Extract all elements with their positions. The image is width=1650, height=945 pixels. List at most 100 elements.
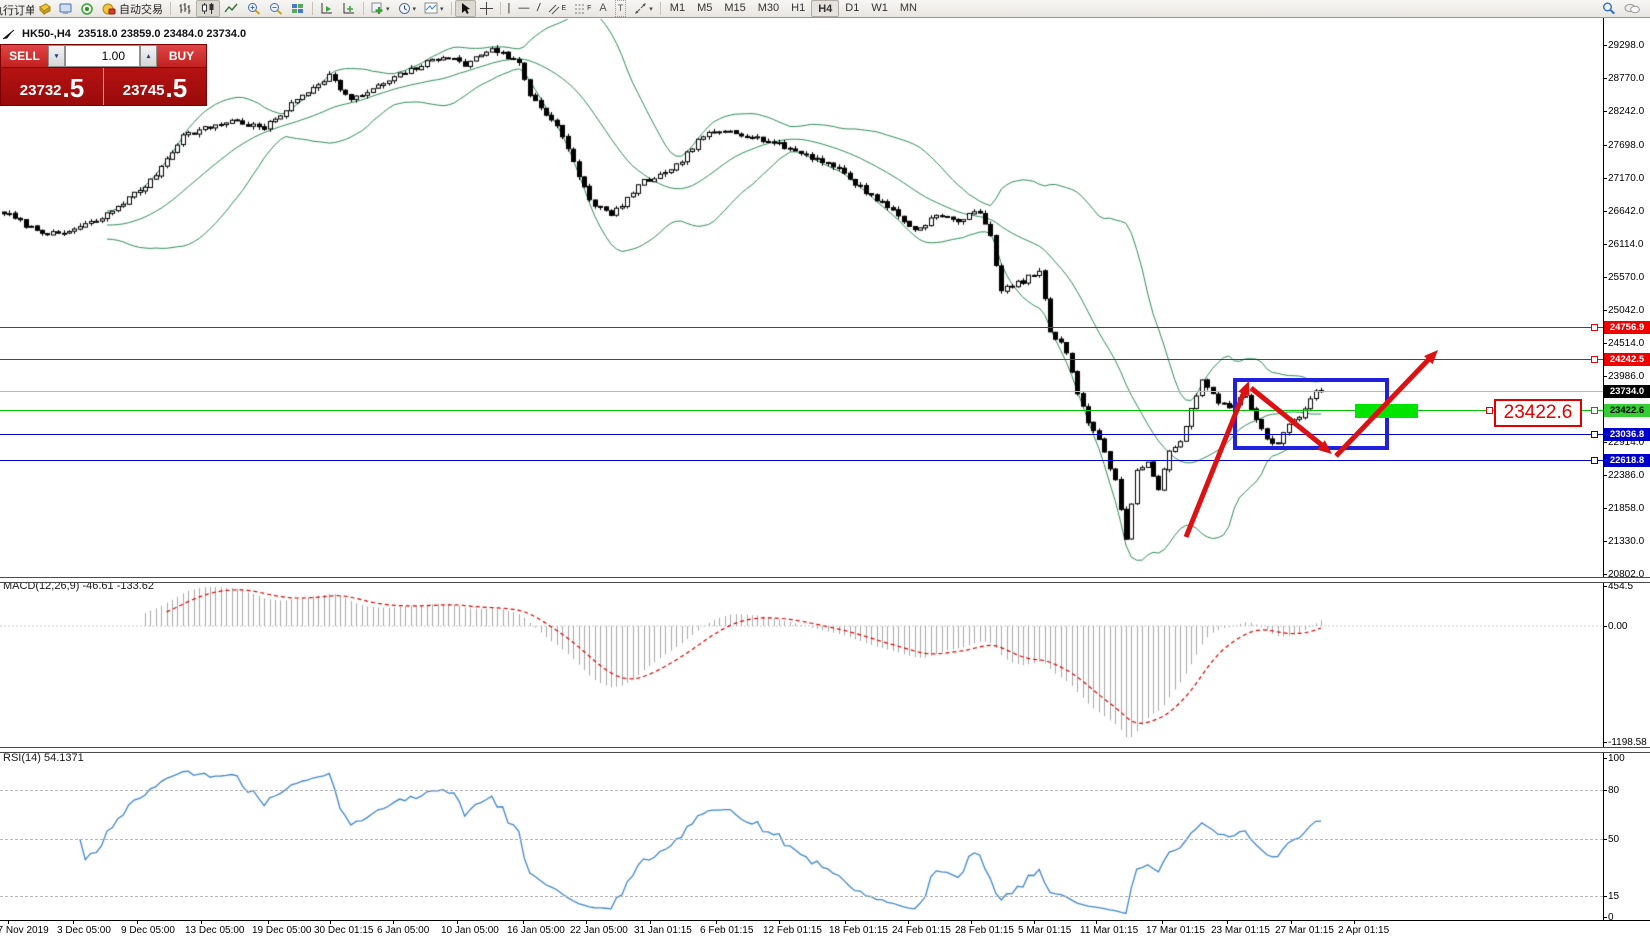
text-tool[interactable]: A — [595, 1, 610, 16]
line-handle[interactable] — [1591, 356, 1598, 363]
time-label: 18 Feb 01:15 — [829, 925, 888, 936]
timeframe-M15[interactable]: M15 — [724, 1, 746, 14]
time-tick — [716, 920, 717, 924]
time-label: 28 Feb 01:15 — [955, 925, 1014, 936]
level-line-23422.6[interactable] — [0, 410, 1603, 411]
price-tick-label: 25570.0 — [1608, 272, 1645, 283]
terminal-button[interactable] — [55, 1, 77, 16]
time-tick — [1354, 920, 1355, 924]
level-line-23734.0[interactable] — [0, 391, 1603, 392]
chevron-down-icon[interactable]: ▾ — [386, 5, 390, 13]
cursor-tool[interactable] — [454, 0, 476, 17]
tile-windows-button[interactable] — [287, 1, 309, 16]
buy-price[interactable]: 23745 .5 — [103, 68, 206, 105]
search-button[interactable] — [1598, 1, 1620, 16]
time-tick — [845, 920, 846, 924]
time-label: 6 Feb 01:15 — [700, 925, 754, 936]
timeframe-MN[interactable]: MN — [899, 1, 917, 14]
time-label: 17 Mar 01:15 — [1146, 925, 1205, 936]
crosshair-icon — [479, 2, 493, 15]
channel-icon — [549, 4, 560, 14]
volume-input[interactable]: 1.00 — [65, 45, 140, 67]
divider — [659, 2, 661, 15]
chevron-down-icon[interactable]: ▾ — [412, 5, 417, 13]
callout-handle[interactable] — [1486, 407, 1493, 414]
indicator-tick-mark — [1603, 758, 1607, 759]
autotrade-icon — [102, 3, 116, 14]
channel-letter: E — [561, 5, 567, 12]
shapes-tool[interactable]: ▾ — [630, 1, 657, 16]
indicator-tick-mark — [1603, 742, 1607, 743]
time-label: 9 Dec 05:00 — [121, 925, 175, 936]
sell-price[interactable]: 23732 .5 — [1, 68, 103, 105]
chevron-down-icon[interactable]: ▾ — [649, 5, 653, 13]
line-handle[interactable] — [1591, 324, 1598, 331]
chart-add-button[interactable] — [338, 1, 360, 16]
timeframe-M1[interactable]: M1 — [669, 1, 686, 14]
timeframe-M30[interactable]: M30 — [757, 1, 780, 14]
new-order-button[interactable]: 执行订单 — [0, 1, 34, 16]
price-tick-label: 26114.0 — [1608, 239, 1644, 250]
signal-button[interactable] — [77, 1, 98, 16]
line-handle[interactable] — [1591, 407, 1598, 414]
line-chart-button[interactable] — [220, 1, 243, 16]
price-badge-23036.8: 23036.8 — [1604, 428, 1650, 441]
zoom-in-button[interactable] — [243, 1, 265, 16]
price-tick-mark — [1603, 442, 1607, 443]
timeframe-M5[interactable]: M5 — [697, 1, 713, 14]
price-tick-mark — [1603, 78, 1607, 79]
candlestick-chart-button[interactable] — [196, 0, 220, 17]
sell-button[interactable]: SELL — [1, 45, 48, 67]
horizontal-line-tool[interactable]: — — [514, 1, 533, 16]
timeframe-H1[interactable]: H1 — [791, 1, 806, 14]
buy-price-frac: .5 — [165, 73, 188, 103]
indicator-tick-label: -1198.58 — [1608, 737, 1647, 748]
fibonacci-tool[interactable]: F — [570, 1, 595, 16]
volume-increase-button[interactable]: ▴ — [140, 45, 157, 67]
price-badge-23422.6: 23422.6 — [1604, 404, 1650, 417]
text-label-tool[interactable]: T — [611, 0, 631, 17]
time-label: 27 Nov 2019 — [0, 925, 49, 936]
level-line-23036.8[interactable] — [0, 434, 1603, 435]
entry-zone-highlight[interactable] — [1355, 404, 1418, 418]
time-tick — [1227, 920, 1228, 924]
trendline-tool[interactable]: / — [533, 1, 544, 16]
price-tick-mark — [1603, 244, 1607, 245]
level-line-24242.5[interactable] — [0, 359, 1603, 360]
autotrade-label: 自动交易 — [119, 3, 163, 16]
level-line-22618.8[interactable] — [0, 460, 1603, 461]
price-tick-label: 28770.0 — [1608, 73, 1645, 84]
vertical-line-tool[interactable]: | — [504, 1, 515, 16]
line-handle[interactable] — [1591, 431, 1598, 438]
channel-tool[interactable]: E — [544, 1, 570, 16]
chat-button[interactable] — [1620, 1, 1644, 16]
fibonacci-icon — [575, 4, 586, 13]
buy-button[interactable]: BUY — [157, 45, 206, 67]
period-button[interactable]: ▾ — [394, 1, 421, 16]
new-chart-button[interactable]: ▾ — [367, 1, 394, 16]
crosshair-tool[interactable] — [476, 1, 497, 16]
chevron-down-icon[interactable]: ▾ — [440, 5, 444, 13]
price-callout-label[interactable]: 23422.6 — [1494, 399, 1582, 427]
timeframe-H4[interactable]: H4 — [811, 0, 840, 17]
time-tick — [1162, 920, 1163, 924]
bar-chart-button[interactable] — [174, 1, 196, 16]
zoom-out-button[interactable] — [265, 1, 287, 16]
timeframe-D1[interactable]: D1 — [845, 1, 860, 14]
price-axis-line — [1603, 18, 1604, 920]
time-tick — [457, 920, 458, 924]
indicator-tick-label: 100 — [1608, 753, 1625, 764]
autotrade-button[interactable]: 自动交易 — [98, 1, 167, 16]
timeframe-W1[interactable]: W1 — [871, 1, 888, 14]
volume-decrease-button[interactable]: ▾ — [48, 45, 65, 67]
indicators-button[interactable]: ▾ — [420, 1, 448, 16]
order-box-icon[interactable] — [34, 1, 55, 16]
time-tick — [1096, 920, 1097, 924]
line-handle[interactable] — [1591, 457, 1598, 464]
chart-profile-button[interactable] — [316, 1, 338, 16]
level-line-24756.9[interactable] — [0, 327, 1603, 328]
pane-separator-rsi[interactable] — [0, 747, 1650, 753]
pane-separator-macd[interactable] — [0, 577, 1650, 583]
divider — [450, 2, 452, 15]
